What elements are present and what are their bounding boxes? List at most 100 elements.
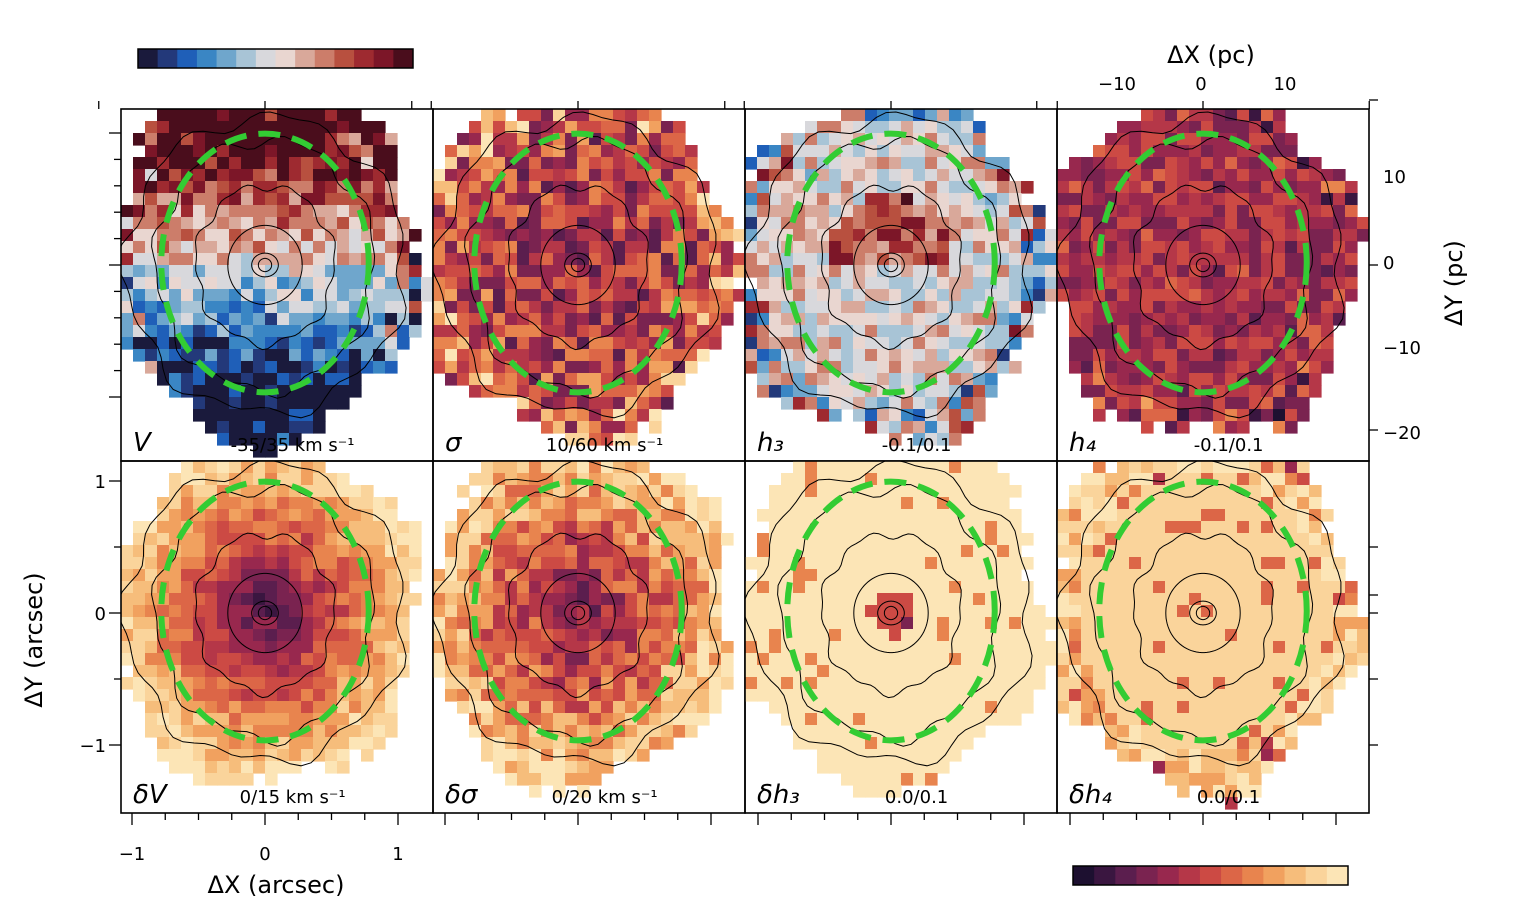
- spaxel: [289, 349, 302, 362]
- spaxel: [1129, 461, 1142, 474]
- spaxel: [493, 725, 506, 738]
- spaxel: [1189, 193, 1202, 206]
- spaxel: [589, 749, 602, 762]
- spaxel: [1237, 701, 1250, 714]
- spaxel: [613, 545, 626, 558]
- contour-line: [883, 257, 899, 273]
- spaxel: [877, 217, 890, 230]
- spaxel: [229, 569, 242, 582]
- spaxel: [565, 433, 578, 446]
- spaxel: [949, 193, 962, 206]
- spaxel: [949, 593, 962, 606]
- spaxel: [385, 497, 398, 510]
- x-tick-label-pc: −10: [1098, 74, 1136, 95]
- spaxel: [409, 521, 422, 534]
- spaxel: [301, 361, 314, 374]
- spaxel: [829, 241, 842, 254]
- spaxel: [1009, 653, 1022, 666]
- spaxel: [217, 433, 230, 446]
- spaxel: [1237, 533, 1250, 546]
- spaxel: [1141, 205, 1154, 218]
- spaxel: [853, 265, 866, 278]
- spaxel: [661, 485, 674, 498]
- spaxel: [481, 169, 494, 182]
- spaxel: [253, 521, 266, 534]
- spaxel: [577, 533, 590, 546]
- spaxel: [517, 301, 530, 314]
- spaxel: [541, 581, 554, 594]
- spaxel: [1201, 569, 1214, 582]
- spaxel: [1321, 265, 1334, 278]
- spaxel: [205, 181, 218, 194]
- spaxel: [481, 373, 494, 386]
- spaxel: [1033, 277, 1046, 290]
- spaxel: [493, 581, 506, 594]
- spaxel: [493, 749, 506, 762]
- spaxel: [505, 605, 518, 618]
- spaxel: [205, 773, 218, 786]
- spaxel: [277, 121, 290, 134]
- spaxel: [145, 665, 158, 678]
- spaxel: [265, 145, 278, 158]
- spaxel: [505, 677, 518, 690]
- spaxel: [949, 641, 962, 654]
- spaxel: [1117, 653, 1130, 666]
- spaxel: [1093, 473, 1106, 486]
- spaxel: [241, 701, 254, 714]
- spaxel: [1201, 253, 1214, 266]
- spaxel: [253, 593, 266, 606]
- spaxel: [973, 229, 986, 242]
- spaxel: [613, 409, 626, 422]
- spaxel: [409, 229, 422, 242]
- spaxel: [1153, 593, 1166, 606]
- spaxel: [889, 713, 902, 726]
- spaxel: [241, 433, 254, 446]
- spaxel: [1249, 593, 1262, 606]
- spaxel: [913, 301, 926, 314]
- panel-sigma: σ 10/60 km s⁻¹: [411, 101, 746, 462]
- spaxel: [313, 241, 326, 254]
- spaxel: [853, 349, 866, 362]
- spaxel: [673, 473, 686, 486]
- spaxel: [1321, 277, 1334, 290]
- spaxel: [1033, 629, 1046, 642]
- spaxel: [661, 641, 674, 654]
- spaxel: [1129, 301, 1142, 314]
- spaxel: [241, 485, 254, 498]
- spaxel: [1261, 241, 1274, 254]
- spaxel: [1297, 521, 1310, 534]
- spaxel: [505, 205, 518, 218]
- spaxel: [553, 629, 566, 642]
- spaxel: [601, 557, 614, 570]
- effective-radius-ellipse: [1096, 478, 1310, 744]
- panel-range: -35/35 km s⁻¹: [231, 435, 355, 456]
- spaxel: [1117, 497, 1130, 510]
- spaxel: [709, 325, 722, 338]
- spaxel: [313, 545, 326, 558]
- spaxel: [685, 193, 698, 206]
- contour-line: [777, 135, 1002, 399]
- spaxel: [1153, 109, 1166, 122]
- spaxel: [889, 521, 902, 534]
- spaxel: [913, 521, 926, 534]
- spaxel: [301, 325, 314, 338]
- contour-line: [227, 572, 303, 654]
- spaxel: [253, 409, 266, 422]
- spaxel: [949, 473, 962, 486]
- spaxel: [949, 545, 962, 558]
- spaxel: [1237, 665, 1250, 678]
- spaxel: [985, 521, 998, 534]
- spaxel: [829, 473, 842, 486]
- spaxel: [325, 193, 338, 206]
- spaxel: [745, 205, 758, 218]
- top-colorbar-swatch: [334, 49, 355, 68]
- spaxel: [637, 397, 650, 410]
- spaxel: [457, 217, 470, 230]
- contour-line: [1195, 257, 1211, 273]
- spaxel: [793, 533, 806, 546]
- spaxel: [1261, 581, 1274, 594]
- spaxel: [937, 665, 950, 678]
- spaxel: [1129, 145, 1142, 158]
- spaxel: [325, 373, 338, 386]
- spaxel: [373, 145, 386, 158]
